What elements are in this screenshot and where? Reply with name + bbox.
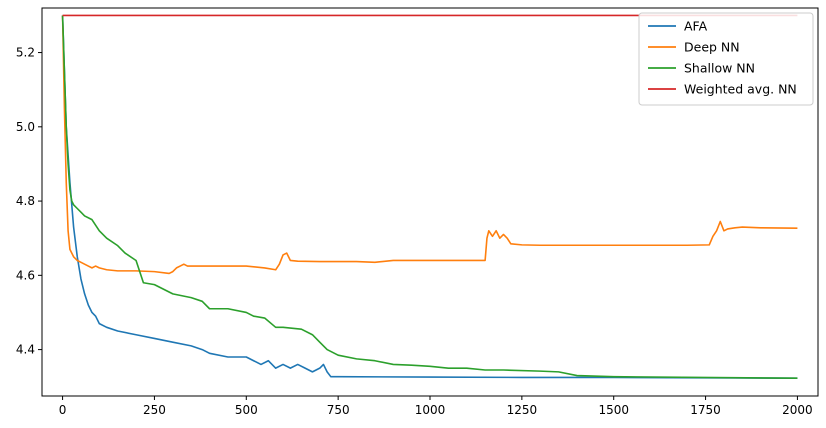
y-tick-label: 4.6 (16, 268, 35, 282)
x-tick-label: 1750 (690, 403, 721, 417)
x-axis: 0 250 500 750 1000 1250 1500 1750 2000 (59, 396, 813, 417)
x-tick-label: 2000 (782, 403, 813, 417)
series-line-deep-nn (61, 15, 798, 275)
y-tick-label: 5.0 (16, 120, 35, 134)
legend-label-afa: AFA (684, 19, 708, 34)
x-tick-label: 1500 (598, 403, 629, 417)
legend-label-deep-nn: Deep NN (684, 40, 740, 55)
legend-box (638, 12, 814, 106)
x-tick-label: 0 (59, 403, 67, 417)
x-tick-label: 250 (143, 403, 166, 417)
legend-label-shallow-nn: Shallow NN (684, 61, 755, 76)
x-tick-label: 750 (327, 403, 350, 417)
x-tick-label: 500 (235, 403, 258, 417)
y-tick-label: 4.8 (16, 194, 35, 208)
series-line-afa (61, 15, 798, 379)
x-tick-label: 1250 (507, 403, 538, 417)
y-tick-label: 5.2 (16, 46, 35, 60)
legend-label-weighted-avg-nn: Weighted avg. NN (684, 82, 797, 97)
series-line-shallow-nn (61, 15, 798, 379)
legend: AFA Deep NN Shallow NN Weighted avg. NN (638, 12, 814, 106)
x-tick-label: 1000 (415, 403, 446, 417)
y-axis: 4.4 4.6 4.8 5.0 5.2 (16, 46, 42, 357)
y-tick-label: 4.4 (16, 343, 35, 357)
